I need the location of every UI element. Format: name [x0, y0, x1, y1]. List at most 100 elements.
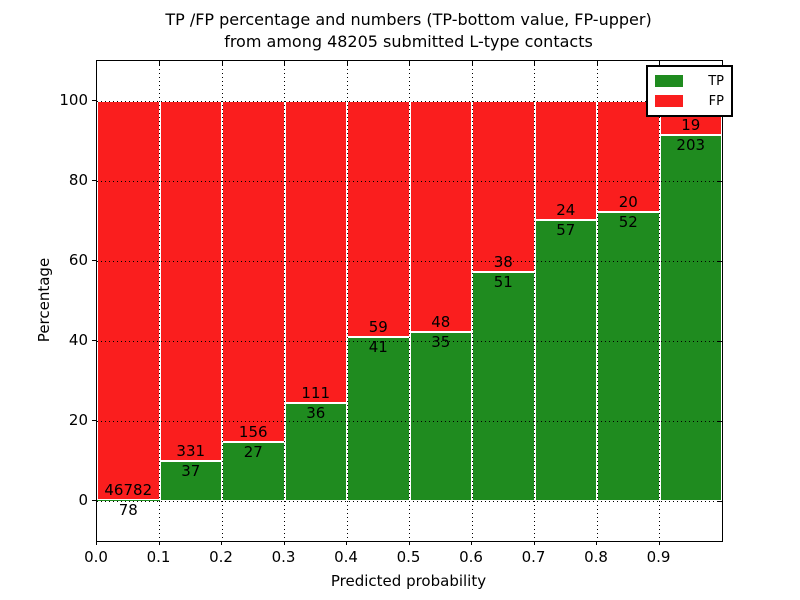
x-gridline: [596, 61, 598, 541]
x-tick-label: 0.1: [146, 548, 171, 566]
x-tick-top: [221, 61, 223, 65]
tp-count-label: 37: [181, 461, 201, 480]
y-tick-right: [718, 340, 722, 342]
fp-count-label: 38: [493, 252, 513, 271]
y-tick-right: [718, 420, 722, 422]
y-tick-label: 60: [68, 251, 88, 269]
legend: TP FP: [646, 65, 733, 117]
bar-tp-segment: [409, 332, 472, 501]
y-gridline: [97, 340, 722, 342]
x-tick: [96, 541, 97, 545]
x-tick-label: 0.5: [396, 548, 421, 566]
x-tick-label: 0.8: [584, 548, 608, 566]
x-tick-label: 0.2: [209, 548, 233, 566]
tp-count-label: 52: [618, 213, 638, 232]
x-tick: [471, 541, 472, 545]
x-gridline: [346, 61, 348, 541]
legend-swatch-fp: [655, 95, 683, 107]
y-tick-label: 20: [68, 411, 88, 429]
y-tick: [92, 340, 96, 341]
bar-tp-segment: [597, 212, 660, 501]
y-tick-label: 40: [68, 331, 88, 349]
tp-count-label: 41: [368, 338, 388, 356]
bar-fp-segment: [222, 101, 285, 442]
x-tick-label: 0.4: [334, 548, 358, 566]
y-tick: [92, 100, 96, 101]
x-gridline: [409, 61, 410, 541]
plot-area: 46782 78 331 37 156 27 111 36 59 41 48 35 38 51 24 57 20…: [96, 60, 733, 542]
y-tick: [92, 500, 96, 501]
chart-title: TP /FP percentage and numbers (TP-bottom…: [96, 9, 721, 53]
x-tick: [658, 541, 660, 545]
fp-count-label: 111: [301, 384, 331, 403]
x-tick: [221, 541, 222, 545]
x-tick: [346, 541, 347, 545]
x-tick-label: 0.6: [459, 548, 483, 566]
chart-title-line2: from among 48205 submitted L-type contac…: [224, 32, 593, 51]
fp-count-label: 331: [176, 441, 206, 460]
bar-tp-segment: [347, 337, 410, 501]
fp-count-label: 48: [431, 313, 451, 332]
x-gridline: [284, 61, 285, 541]
bar-fp-segment: [284, 101, 347, 404]
tp-count-label: 27: [243, 442, 263, 461]
bar-fp-segment: [159, 101, 222, 461]
x-axis-label: Predicted probability: [330, 572, 487, 590]
x-tick-label: 0.9: [646, 548, 671, 566]
x-tick-label: 0.3: [271, 548, 296, 566]
tp-count-label: 51: [493, 272, 513, 291]
x-gridline: [159, 61, 160, 541]
bar-tp-segment: [659, 135, 722, 501]
x-tick-top: [409, 61, 410, 65]
y-tick: [92, 260, 96, 261]
y-gridline: [97, 100, 722, 102]
legend-row-tp: TP: [655, 71, 724, 91]
y-tick: [92, 420, 96, 421]
fp-count-label: 19: [681, 116, 701, 135]
tp-count-label: 203: [676, 136, 706, 155]
y-gridline: [97, 260, 722, 262]
x-tick: [283, 541, 285, 545]
legend-row-fp: FP: [655, 91, 724, 111]
x-tick-top: [659, 61, 660, 65]
x-tick: [408, 541, 410, 545]
y-tick-label: 80: [68, 171, 88, 189]
fp-count-label: 20: [618, 193, 638, 212]
x-gridline: [471, 61, 473, 541]
x-gridline: [221, 61, 223, 541]
bar-tp-segment: [534, 219, 597, 501]
x-tick-top: [346, 61, 348, 65]
fp-count-label: 156: [238, 422, 268, 441]
y-gridline: [97, 180, 722, 182]
fp-count-label: 24: [556, 200, 576, 219]
x-tick: [596, 541, 597, 545]
bar-fp-segment: [472, 101, 535, 272]
x-tick-top: [596, 61, 598, 65]
x-tick-top: [471, 61, 473, 65]
legend-label-tp: TP: [708, 73, 724, 89]
x-gridline: [659, 61, 660, 541]
tp-count-label: 36: [306, 404, 326, 423]
bar-tp-segment: [222, 441, 285, 501]
y-gridline: [97, 420, 722, 422]
bar-fp-segment: [409, 101, 472, 333]
x-tick-top: [159, 61, 160, 65]
x-tick: [158, 541, 160, 545]
fp-count-label: 59: [368, 318, 388, 336]
x-tick-label: 0.0: [84, 548, 108, 566]
x-tick-top: [534, 61, 535, 65]
bar-fp-segment: [347, 101, 410, 337]
y-axis-label: Percentage: [35, 257, 53, 343]
x-gridline: [534, 61, 535, 541]
bar-tp-segment: [472, 271, 535, 501]
y-gridline: [97, 500, 722, 502]
legend-swatch-tp: [655, 75, 683, 87]
legend-label-fp: FP: [708, 93, 724, 109]
x-tick-top: [284, 61, 285, 65]
fp-count-label: 46782: [104, 481, 153, 500]
x-tick-label: 0.7: [521, 548, 546, 566]
y-tick-label: 100: [59, 91, 88, 109]
chart-title-line1: TP /FP percentage and numbers (TP-bottom…: [165, 10, 652, 29]
x-tick: [533, 541, 535, 545]
